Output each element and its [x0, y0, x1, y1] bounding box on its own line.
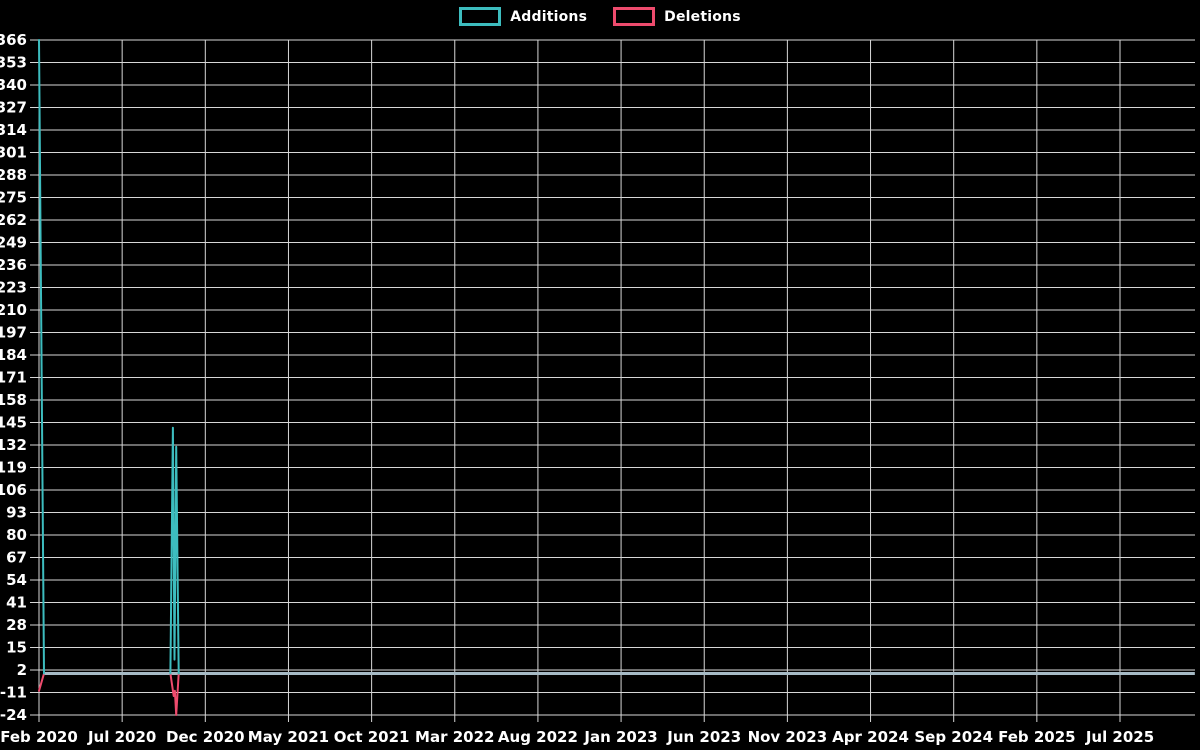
y-tick-label: 80 [6, 526, 27, 544]
additions-swatch-icon [459, 7, 502, 26]
y-tick-label: 366 [0, 31, 27, 49]
x-tick-label: Oct 2021 [334, 728, 410, 746]
y-tick-label: 158 [0, 391, 27, 409]
x-tick-label: Jun 2023 [666, 728, 741, 746]
deletions-swatch-icon [613, 7, 656, 26]
y-tick-label: -11 [0, 684, 27, 702]
additions-line [169, 426, 180, 675]
y-tick-label: 275 [0, 189, 27, 207]
x-tick-label: Feb 2025 [998, 728, 1076, 746]
y-tick-label: 262 [0, 211, 27, 229]
y-tick-label: 236 [0, 256, 27, 274]
y-tick-label: 340 [0, 76, 27, 94]
y-tick-label: 93 [6, 504, 27, 522]
y-tick-label: 197 [0, 324, 27, 342]
legend-additions-label: Additions [510, 8, 588, 25]
x-tick-label: May 2021 [248, 728, 329, 746]
y-tick-label: 210 [0, 301, 27, 319]
y-tick-label: 249 [0, 234, 27, 252]
y-tick-label: 223 [0, 279, 27, 297]
y-tick-label: 106 [0, 481, 27, 499]
y-tick-label: 41 [6, 594, 27, 612]
y-tick-label: 28 [6, 616, 27, 634]
y-tick-label: 67 [6, 549, 27, 567]
x-tick-label: Jul 2020 [87, 728, 156, 746]
legend-item-additions[interactable]: Additions [459, 7, 587, 26]
x-tick-label: Jan 2023 [583, 728, 657, 746]
y-tick-label: 119 [0, 459, 27, 477]
y-tick-label: 54 [6, 571, 27, 589]
y-tick-label: 353 [0, 54, 27, 72]
x-tick-label: Aug 2022 [498, 728, 578, 746]
legend-item-deletions[interactable]: Deletions [613, 7, 741, 26]
y-tick-label: 184 [0, 346, 27, 364]
y-tick-label: -24 [0, 706, 27, 724]
x-tick-label: Sep 2024 [914, 728, 993, 746]
y-tick-label: 15 [6, 639, 27, 657]
additions-line [38, 39, 45, 675]
x-tick-label: Nov 2023 [748, 728, 828, 746]
y-tick-label: 171 [0, 369, 27, 387]
x-tick-label: Apr 2024 [832, 728, 909, 746]
y-tick-label: 327 [0, 99, 27, 117]
deletions-line [38, 672, 45, 692]
y-tick-label: 145 [0, 414, 27, 432]
y-tick-label: 314 [0, 121, 27, 139]
y-tick-label: 288 [0, 166, 27, 184]
deletions-line [169, 672, 180, 716]
x-tick-label: Mar 2022 [415, 728, 494, 746]
x-tick-label: Feb 2020 [0, 728, 78, 746]
x-tick-label: Jul 2025 [1085, 728, 1154, 746]
x-tick-label: Dec 2020 [166, 728, 245, 746]
y-tick-label: 2 [17, 661, 27, 679]
y-tick-label: 301 [0, 144, 27, 162]
legend-deletions-label: Deletions [664, 8, 741, 25]
chart-legend: Additions Deletions [0, 7, 1200, 26]
y-tick-label: 132 [0, 436, 27, 454]
